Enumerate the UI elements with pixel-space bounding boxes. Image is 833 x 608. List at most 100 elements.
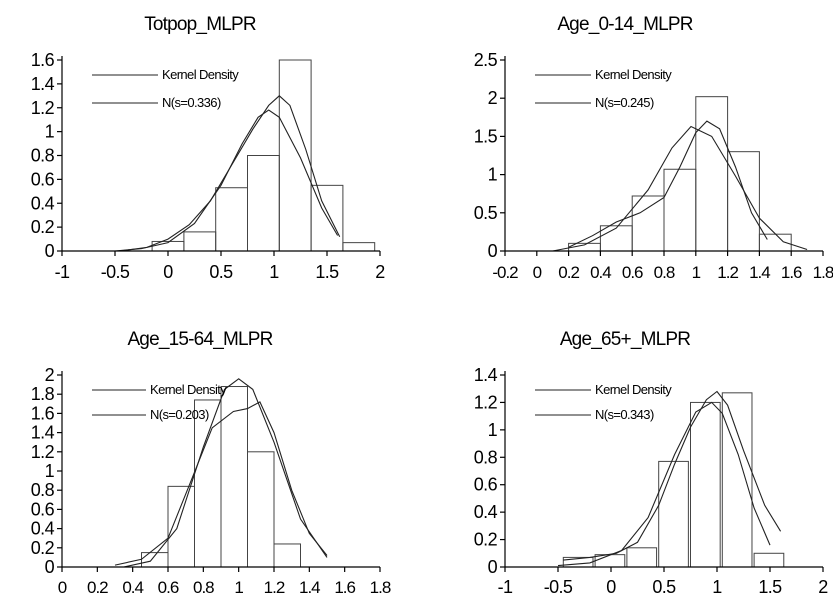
chart-panel: Totpop_MLPR 0 0.2 0.4 0.6 0.8 1 1.2 1.4 1.6 -1 -0.5… xyxy=(31,14,386,282)
histogram-bar xyxy=(663,168,697,252)
legend-label: N(s=0.245) xyxy=(595,95,654,110)
x-tick-label: 0.4 xyxy=(122,578,143,597)
normal-fit-line xyxy=(123,378,328,568)
x-tick-label: 1.8 xyxy=(813,263,833,282)
legend-label: N(s=0.203) xyxy=(150,407,209,422)
y-tick-label: 1.5 xyxy=(474,126,498,146)
histogram-bar xyxy=(194,399,222,568)
x-tick-label: 0.8 xyxy=(193,578,214,597)
y-tick-label: 1.4 xyxy=(31,423,55,443)
chart-title: Totpop_MLPR xyxy=(144,14,256,35)
x-tick-label: 0.4 xyxy=(590,263,611,282)
y-tick-label: 1 xyxy=(45,122,55,142)
y-tick-label: 0.8 xyxy=(474,447,498,467)
histogram-bar xyxy=(278,59,312,252)
y-tick-label: 0.8 xyxy=(31,480,55,500)
y-tick-label: 1.8 xyxy=(31,384,55,404)
histogram-bar xyxy=(342,242,376,252)
y-tick-label: 0.8 xyxy=(31,146,55,166)
legend-label: Kernel Density xyxy=(150,382,227,397)
y-tick-label: 1.2 xyxy=(474,392,498,412)
histogram-bar xyxy=(721,392,753,568)
legend-label: Kernel Density xyxy=(595,382,672,397)
y-tick-label: 1.6 xyxy=(31,403,55,423)
y-tick-label: 0.2 xyxy=(31,538,55,558)
histogram-bar xyxy=(695,96,729,252)
y-tick-label: 1 xyxy=(488,420,498,440)
x-tick-label: -0.2 xyxy=(492,263,518,282)
histogram-bar xyxy=(594,554,626,568)
legend-label: Kernel Density xyxy=(595,67,672,82)
y-tick-label: 1.4 xyxy=(31,74,55,94)
x-tick-label: 0.6 xyxy=(158,578,179,597)
histogram-bar xyxy=(631,195,665,252)
histogram-bar xyxy=(727,151,760,252)
x-tick-label: -1 xyxy=(55,262,70,282)
y-tick-label: 1 xyxy=(488,165,498,185)
histogram-bar xyxy=(626,547,658,568)
histogram-bar xyxy=(658,460,689,568)
x-tick-label: -0.5 xyxy=(101,262,130,282)
histogram-bar xyxy=(141,552,169,568)
x-tick-label: 1.4 xyxy=(299,578,320,597)
chart-panel: Age_0-14_MLPR 0 0.5 1 1.5 2 2.5 -0.2 0 0.2 0.4 0.6 0… xyxy=(474,14,833,282)
x-tick-label: 1.2 xyxy=(717,263,738,282)
x-tick-label: 0.6 xyxy=(622,263,643,282)
x-tick-label: 1.5 xyxy=(315,262,339,282)
histogram-bar xyxy=(599,225,633,252)
y-tick-label: 0.6 xyxy=(474,475,498,495)
y-tick-label: 1.2 xyxy=(31,442,55,462)
legend-label: Kernel Density xyxy=(162,67,239,82)
kernel-density-line xyxy=(120,95,341,252)
x-tick-label: 1 xyxy=(692,263,701,282)
chart-title: Age_15-64_MLPR xyxy=(127,329,272,350)
y-tick-label: 0 xyxy=(488,241,498,261)
x-tick-label: 2 xyxy=(818,577,828,597)
y-tick-label: 0 xyxy=(488,557,498,577)
y-tick-label: 1.6 xyxy=(31,50,55,70)
x-tick-label: 0.5 xyxy=(652,577,676,597)
x-tick-label: 0.2 xyxy=(87,578,108,597)
x-tick-label: 1.2 xyxy=(264,578,285,597)
y-tick-label: 1.2 xyxy=(31,98,55,118)
chart-panel: Age_65+_MLPR 0 0.2 0.4 0.6 0.8 1 1.2 1.4 -1 -0.5 0 0… xyxy=(474,329,829,597)
histogram-bar xyxy=(690,401,721,568)
histogram-bar xyxy=(167,485,195,568)
histogram-bar xyxy=(247,155,280,252)
legend-label: N(s=0.336) xyxy=(162,95,221,110)
x-tick-label: 0.8 xyxy=(654,263,675,282)
y-tick-label: 0.6 xyxy=(31,169,55,189)
x-tick-label: 1.6 xyxy=(781,263,802,282)
y-tick-label: 2 xyxy=(488,88,498,108)
x-tick-label: -1 xyxy=(498,577,513,597)
x-tick-label: 1.4 xyxy=(749,263,770,282)
histogram-bar xyxy=(753,552,785,568)
x-tick-label: 1.5 xyxy=(758,577,782,597)
y-tick-label: 0.4 xyxy=(31,519,55,539)
y-tick-label: 1 xyxy=(45,461,55,481)
y-tick-label: 0.2 xyxy=(31,217,55,237)
x-tick-label: 0.2 xyxy=(558,263,579,282)
histogram-bar xyxy=(183,231,217,252)
x-tick-label: 0 xyxy=(163,262,173,282)
normal-fit-line xyxy=(557,401,771,567)
normal-fit-line xyxy=(552,125,808,252)
x-tick-label: 2 xyxy=(375,262,385,282)
histogram-bar xyxy=(247,451,275,568)
y-tick-label: 0.6 xyxy=(31,499,55,519)
histogram-bar xyxy=(273,543,301,568)
x-tick-label: 0 xyxy=(533,263,542,282)
x-tick-label: 0 xyxy=(606,577,616,597)
y-tick-label: 1.4 xyxy=(474,365,498,385)
x-tick-label: 0.5 xyxy=(209,262,233,282)
x-tick-label: 0 xyxy=(58,578,67,597)
x-tick-label: 1 xyxy=(234,578,243,597)
x-tick-label: -0.5 xyxy=(544,577,573,597)
histogram-bar xyxy=(215,187,248,252)
y-tick-label: 0.5 xyxy=(474,203,498,223)
normal-fit-line xyxy=(114,109,339,252)
chart-title: Age_0-14_MLPR xyxy=(557,14,692,35)
histogram-bar xyxy=(220,386,248,568)
kernel-density-line xyxy=(563,390,782,561)
